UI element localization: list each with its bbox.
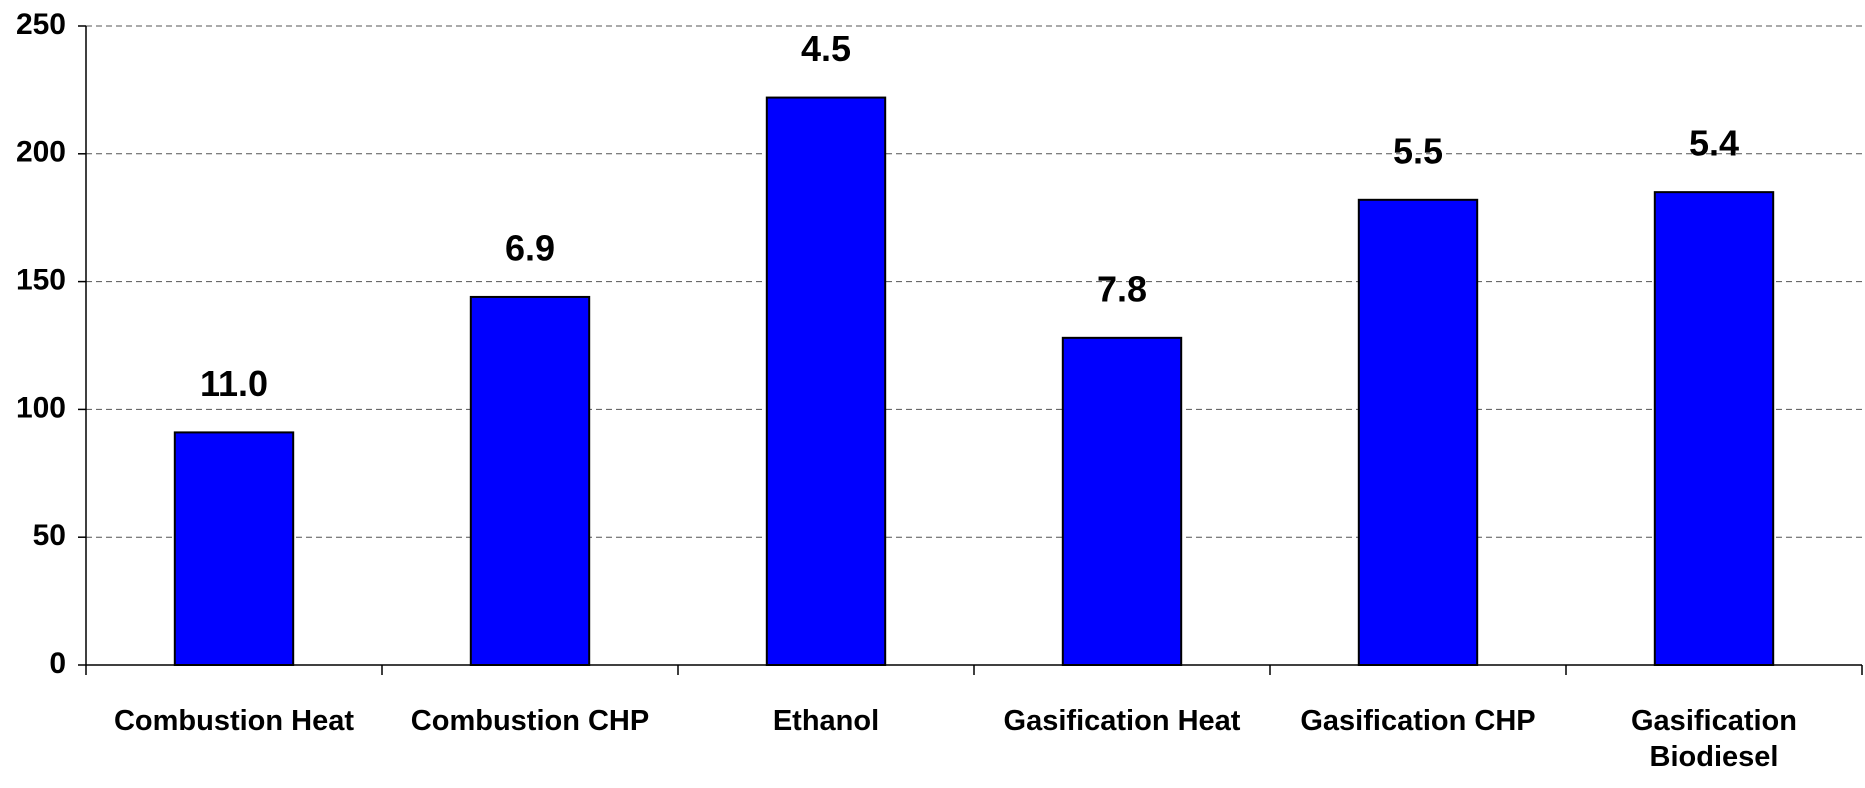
- x-tick-label: Ethanol: [772, 705, 880, 737]
- bar-annotation: 5.5: [1393, 130, 1443, 171]
- y-tick-label: 200: [16, 136, 66, 169]
- x-tick-label: Gasification Heat: [1003, 705, 1241, 737]
- bar-annotation: 4.5: [801, 28, 851, 69]
- bar: [765, 96, 887, 667]
- bar: [469, 295, 591, 666]
- bar-annotation: 5.4: [1689, 123, 1739, 164]
- x-tick-label: Combustion Heat: [113, 705, 355, 737]
- y-tick-label: 150: [16, 264, 66, 297]
- bar: [1061, 336, 1183, 666]
- y-tick-label: 0: [49, 647, 66, 680]
- bar: [1357, 198, 1479, 666]
- bar: [1653, 191, 1775, 666]
- bar-annotation: 7.8: [1097, 268, 1147, 309]
- bar-annotation: 6.9: [505, 227, 555, 268]
- bar: [173, 431, 295, 666]
- y-tick-label: 250: [16, 8, 66, 41]
- x-tick-label: Gasification Biodiesel: [1631, 705, 1797, 773]
- y-tick-label: 50: [33, 519, 66, 552]
- x-tick-label: Gasification CHP: [1300, 705, 1536, 737]
- x-tick-label: Combustion CHP: [410, 705, 650, 737]
- bar-annotation: 11.0: [200, 363, 268, 404]
- y-tick-label: 100: [16, 391, 66, 424]
